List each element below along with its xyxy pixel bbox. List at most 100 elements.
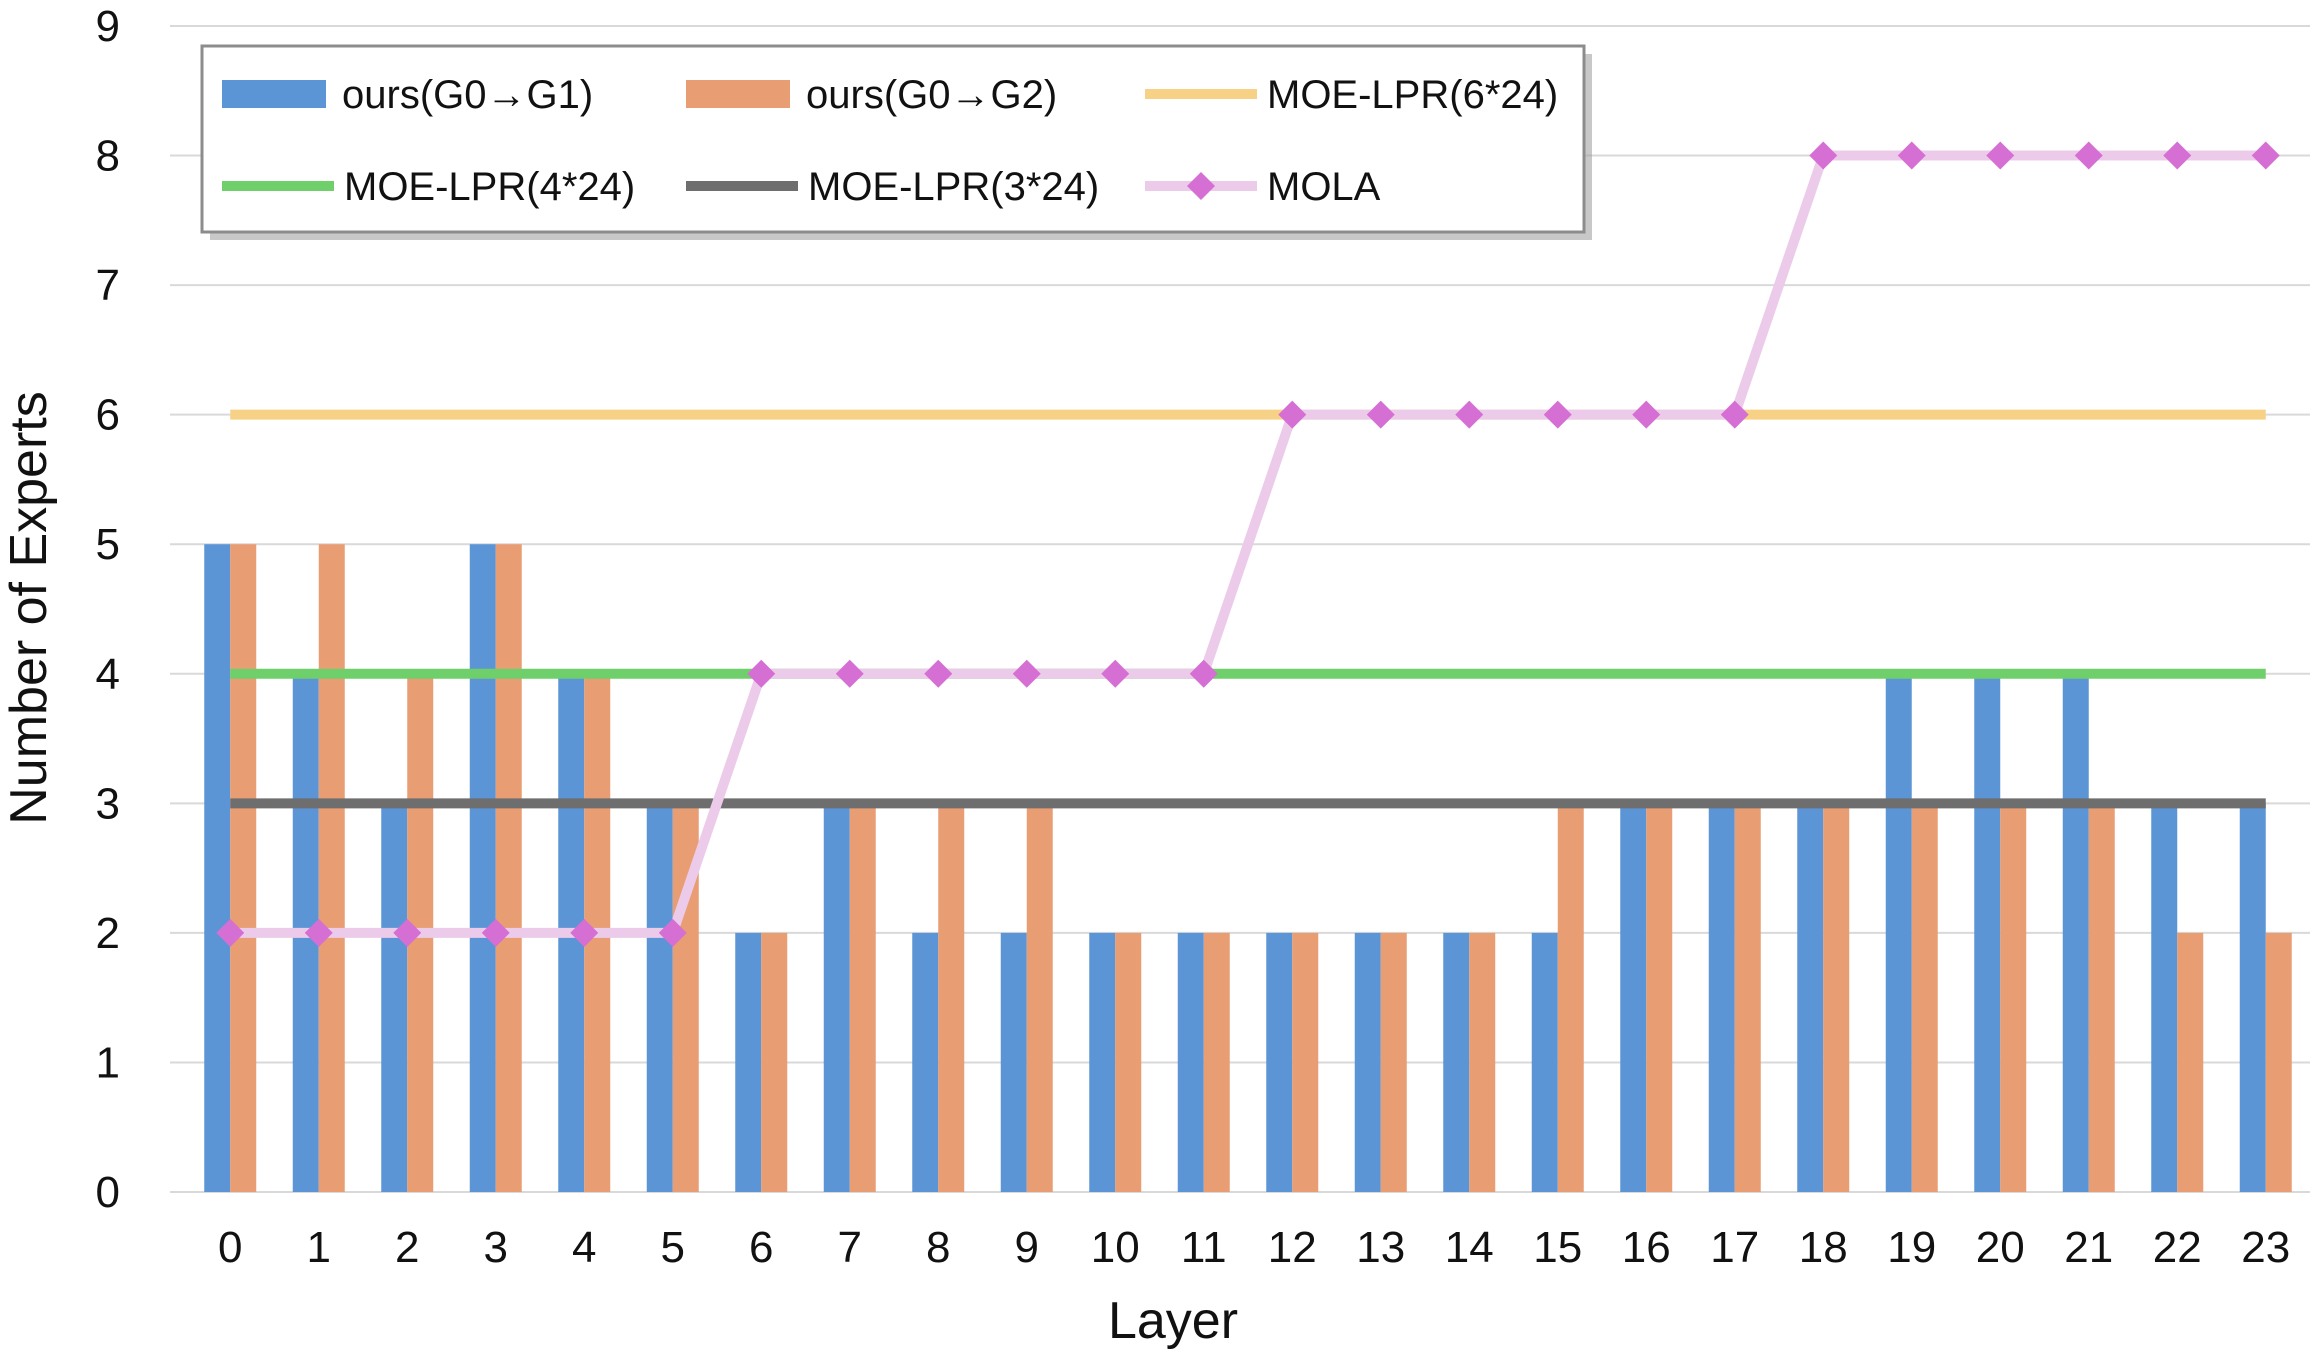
bar-g0-g2-layer-7 bbox=[849, 803, 876, 1192]
x-axis-ticks: 0 1 2 3 4 5 6 7 8 9 10 11 12 13 14 15 16 17 18 19 20 21 22 23 bbox=[218, 1223, 2290, 1272]
x-tick-label-21: 21 bbox=[2064, 1223, 2113, 1272]
marker-mola-layer-4 bbox=[570, 918, 599, 947]
bar-g0-g1-layer-20 bbox=[1974, 673, 2001, 1192]
x-axis-title: Layer bbox=[1108, 1292, 1238, 1350]
x-tick-label-12: 12 bbox=[1268, 1223, 1317, 1272]
x-tick-label-4: 4 bbox=[572, 1223, 596, 1272]
bar-g0-g1-layer-22 bbox=[2151, 803, 2178, 1192]
y-tick-label-4: 4 bbox=[96, 650, 120, 699]
bar-g0-g2-layer-16 bbox=[1646, 803, 1673, 1192]
bar-g0-g1-layer-17 bbox=[1708, 803, 1735, 1192]
legend-label-ours-g0-g1: ours(G0→G1) bbox=[342, 73, 593, 117]
marker-mola-layer-1 bbox=[304, 918, 333, 947]
x-tick-label-23: 23 bbox=[2241, 1223, 2290, 1272]
bar-g0-g1-layer-2 bbox=[381, 803, 408, 1192]
legend-box bbox=[200, 44, 1586, 234]
y-axis-ticks: 0 1 2 3 4 5 6 7 8 9 bbox=[96, 2, 120, 1217]
y-tick-label-6: 6 bbox=[96, 391, 120, 440]
y-tick-label-8: 8 bbox=[96, 132, 120, 181]
legend-label-moe-lpr-6-24: MOE-LPR(6*24) bbox=[1267, 73, 1558, 117]
x-tick-label-9: 9 bbox=[1015, 1223, 1039, 1272]
bar-g0-g1-layer-15 bbox=[1531, 932, 1558, 1192]
bar-g0-g1-layer-10 bbox=[1089, 932, 1116, 1192]
y-tick-label-1: 1 bbox=[96, 1038, 120, 1087]
bar-g0-g1-layer-9 bbox=[1000, 932, 1027, 1192]
marker-mola-layer-16 bbox=[1632, 400, 1661, 429]
bar-g0-g2-layer-13 bbox=[1380, 932, 1407, 1192]
marker-mola-layer-11 bbox=[1189, 659, 1218, 688]
x-tick-label-8: 8 bbox=[926, 1223, 950, 1272]
bar-g0-g2-layer-0 bbox=[230, 544, 257, 1192]
marker-mola-layer-22 bbox=[2163, 141, 2192, 170]
bar-g0-g2-layer-3 bbox=[495, 544, 522, 1192]
y-tick-label-7: 7 bbox=[96, 261, 120, 310]
x-tick-label-19: 19 bbox=[1887, 1223, 1936, 1272]
x-tick-label-15: 15 bbox=[1533, 1223, 1582, 1272]
marker-mola-layer-15 bbox=[1543, 400, 1572, 429]
bar-g0-g1-layer-7 bbox=[823, 803, 850, 1192]
bar-g0-g2-layer-22 bbox=[2177, 932, 2204, 1192]
marker-mola-layer-13 bbox=[1366, 400, 1395, 429]
bar-g0-g1-layer-3 bbox=[469, 544, 496, 1192]
bar-g0-g2-layer-15 bbox=[1557, 803, 1584, 1192]
x-tick-label-18: 18 bbox=[1799, 1223, 1848, 1272]
marker-mola-layer-14 bbox=[1455, 400, 1484, 429]
bar-g0-g2-layer-8 bbox=[938, 803, 965, 1192]
bar-g0-g2-layer-20 bbox=[2000, 803, 2027, 1192]
marker-mola-layer-19 bbox=[1897, 141, 1926, 170]
legend-label-moe-lpr-4-24: MOE-LPR(4*24) bbox=[344, 165, 635, 209]
bar-g0-g1-layer-14 bbox=[1443, 932, 1470, 1192]
x-tick-label-22: 22 bbox=[2153, 1223, 2202, 1272]
bar-g0-g1-layer-11 bbox=[1177, 932, 1204, 1192]
y-axis-title: Number of Experts bbox=[0, 391, 58, 825]
marker-mola-layer-0 bbox=[216, 918, 245, 947]
marker-mola-layer-20 bbox=[1986, 141, 2015, 170]
marker-mola-layer-17 bbox=[1720, 400, 1749, 429]
bar-g0-g1-layer-21 bbox=[2062, 673, 2089, 1192]
marker-mola-layer-8 bbox=[924, 659, 953, 688]
x-tick-label-14: 14 bbox=[1445, 1223, 1494, 1272]
x-tick-label-11: 11 bbox=[1181, 1223, 1227, 1272]
bar-g0-g1-layer-5 bbox=[646, 803, 673, 1192]
bar-g0-g2-layer-1 bbox=[318, 544, 345, 1192]
x-tick-label-5: 5 bbox=[661, 1223, 685, 1272]
bar-g0-g2-layer-23 bbox=[2265, 932, 2292, 1192]
bar-g0-g2-layer-11 bbox=[1203, 932, 1230, 1192]
legend-marker-mola bbox=[1187, 172, 1215, 200]
legend-swatch-ours-g0-g1 bbox=[222, 80, 326, 108]
marker-mola-layer-5 bbox=[658, 918, 687, 947]
bar-g0-g1-layer-0 bbox=[204, 544, 231, 1192]
x-tick-label-0: 0 bbox=[218, 1223, 242, 1272]
x-tick-label-16: 16 bbox=[1622, 1223, 1671, 1272]
marker-mola-layer-21 bbox=[2074, 141, 2103, 170]
x-tick-label-10: 10 bbox=[1091, 1223, 1140, 1272]
y-tick-label-5: 5 bbox=[96, 520, 120, 569]
marker-mola-layer-3 bbox=[481, 918, 510, 947]
x-tick-label-7: 7 bbox=[838, 1223, 862, 1272]
bar-g0-g1-layer-12 bbox=[1266, 932, 1293, 1192]
bar-g0-g2-layer-19 bbox=[1911, 803, 1938, 1192]
y-tick-label-0: 0 bbox=[96, 1168, 120, 1217]
bar-g0-g1-layer-19 bbox=[1885, 673, 1912, 1192]
bar-g0-g2-layer-12 bbox=[1292, 932, 1319, 1192]
bar-g0-g2-layer-21 bbox=[2088, 803, 2115, 1192]
x-tick-label-2: 2 bbox=[395, 1223, 419, 1272]
bar-g0-g2-layer-17 bbox=[1734, 803, 1761, 1192]
marker-mola-layer-10 bbox=[1101, 659, 1130, 688]
x-tick-label-1: 1 bbox=[307, 1223, 331, 1272]
bar-g0-g2-layer-14 bbox=[1469, 932, 1496, 1192]
bars bbox=[204, 544, 2292, 1192]
legend-label-moe-lpr-3-24: MOE-LPR(3*24) bbox=[808, 165, 1099, 209]
marker-mola-layer-6 bbox=[747, 659, 776, 688]
legend-label-ours-g0-g2: ours(G0→G2) bbox=[806, 73, 1057, 117]
bar-g0-g1-layer-18 bbox=[1797, 803, 1824, 1192]
x-tick-label-6: 6 bbox=[749, 1223, 773, 1272]
marker-mola-layer-9 bbox=[1012, 659, 1041, 688]
bar-g0-g2-layer-10 bbox=[1115, 932, 1142, 1192]
legend-swatch-ours-g0-g2 bbox=[686, 80, 790, 108]
marker-mola-layer-2 bbox=[393, 918, 422, 947]
marker-mola-layer-7 bbox=[835, 659, 864, 688]
bar-g0-g1-layer-13 bbox=[1354, 932, 1381, 1192]
x-tick-label-13: 13 bbox=[1356, 1223, 1405, 1272]
